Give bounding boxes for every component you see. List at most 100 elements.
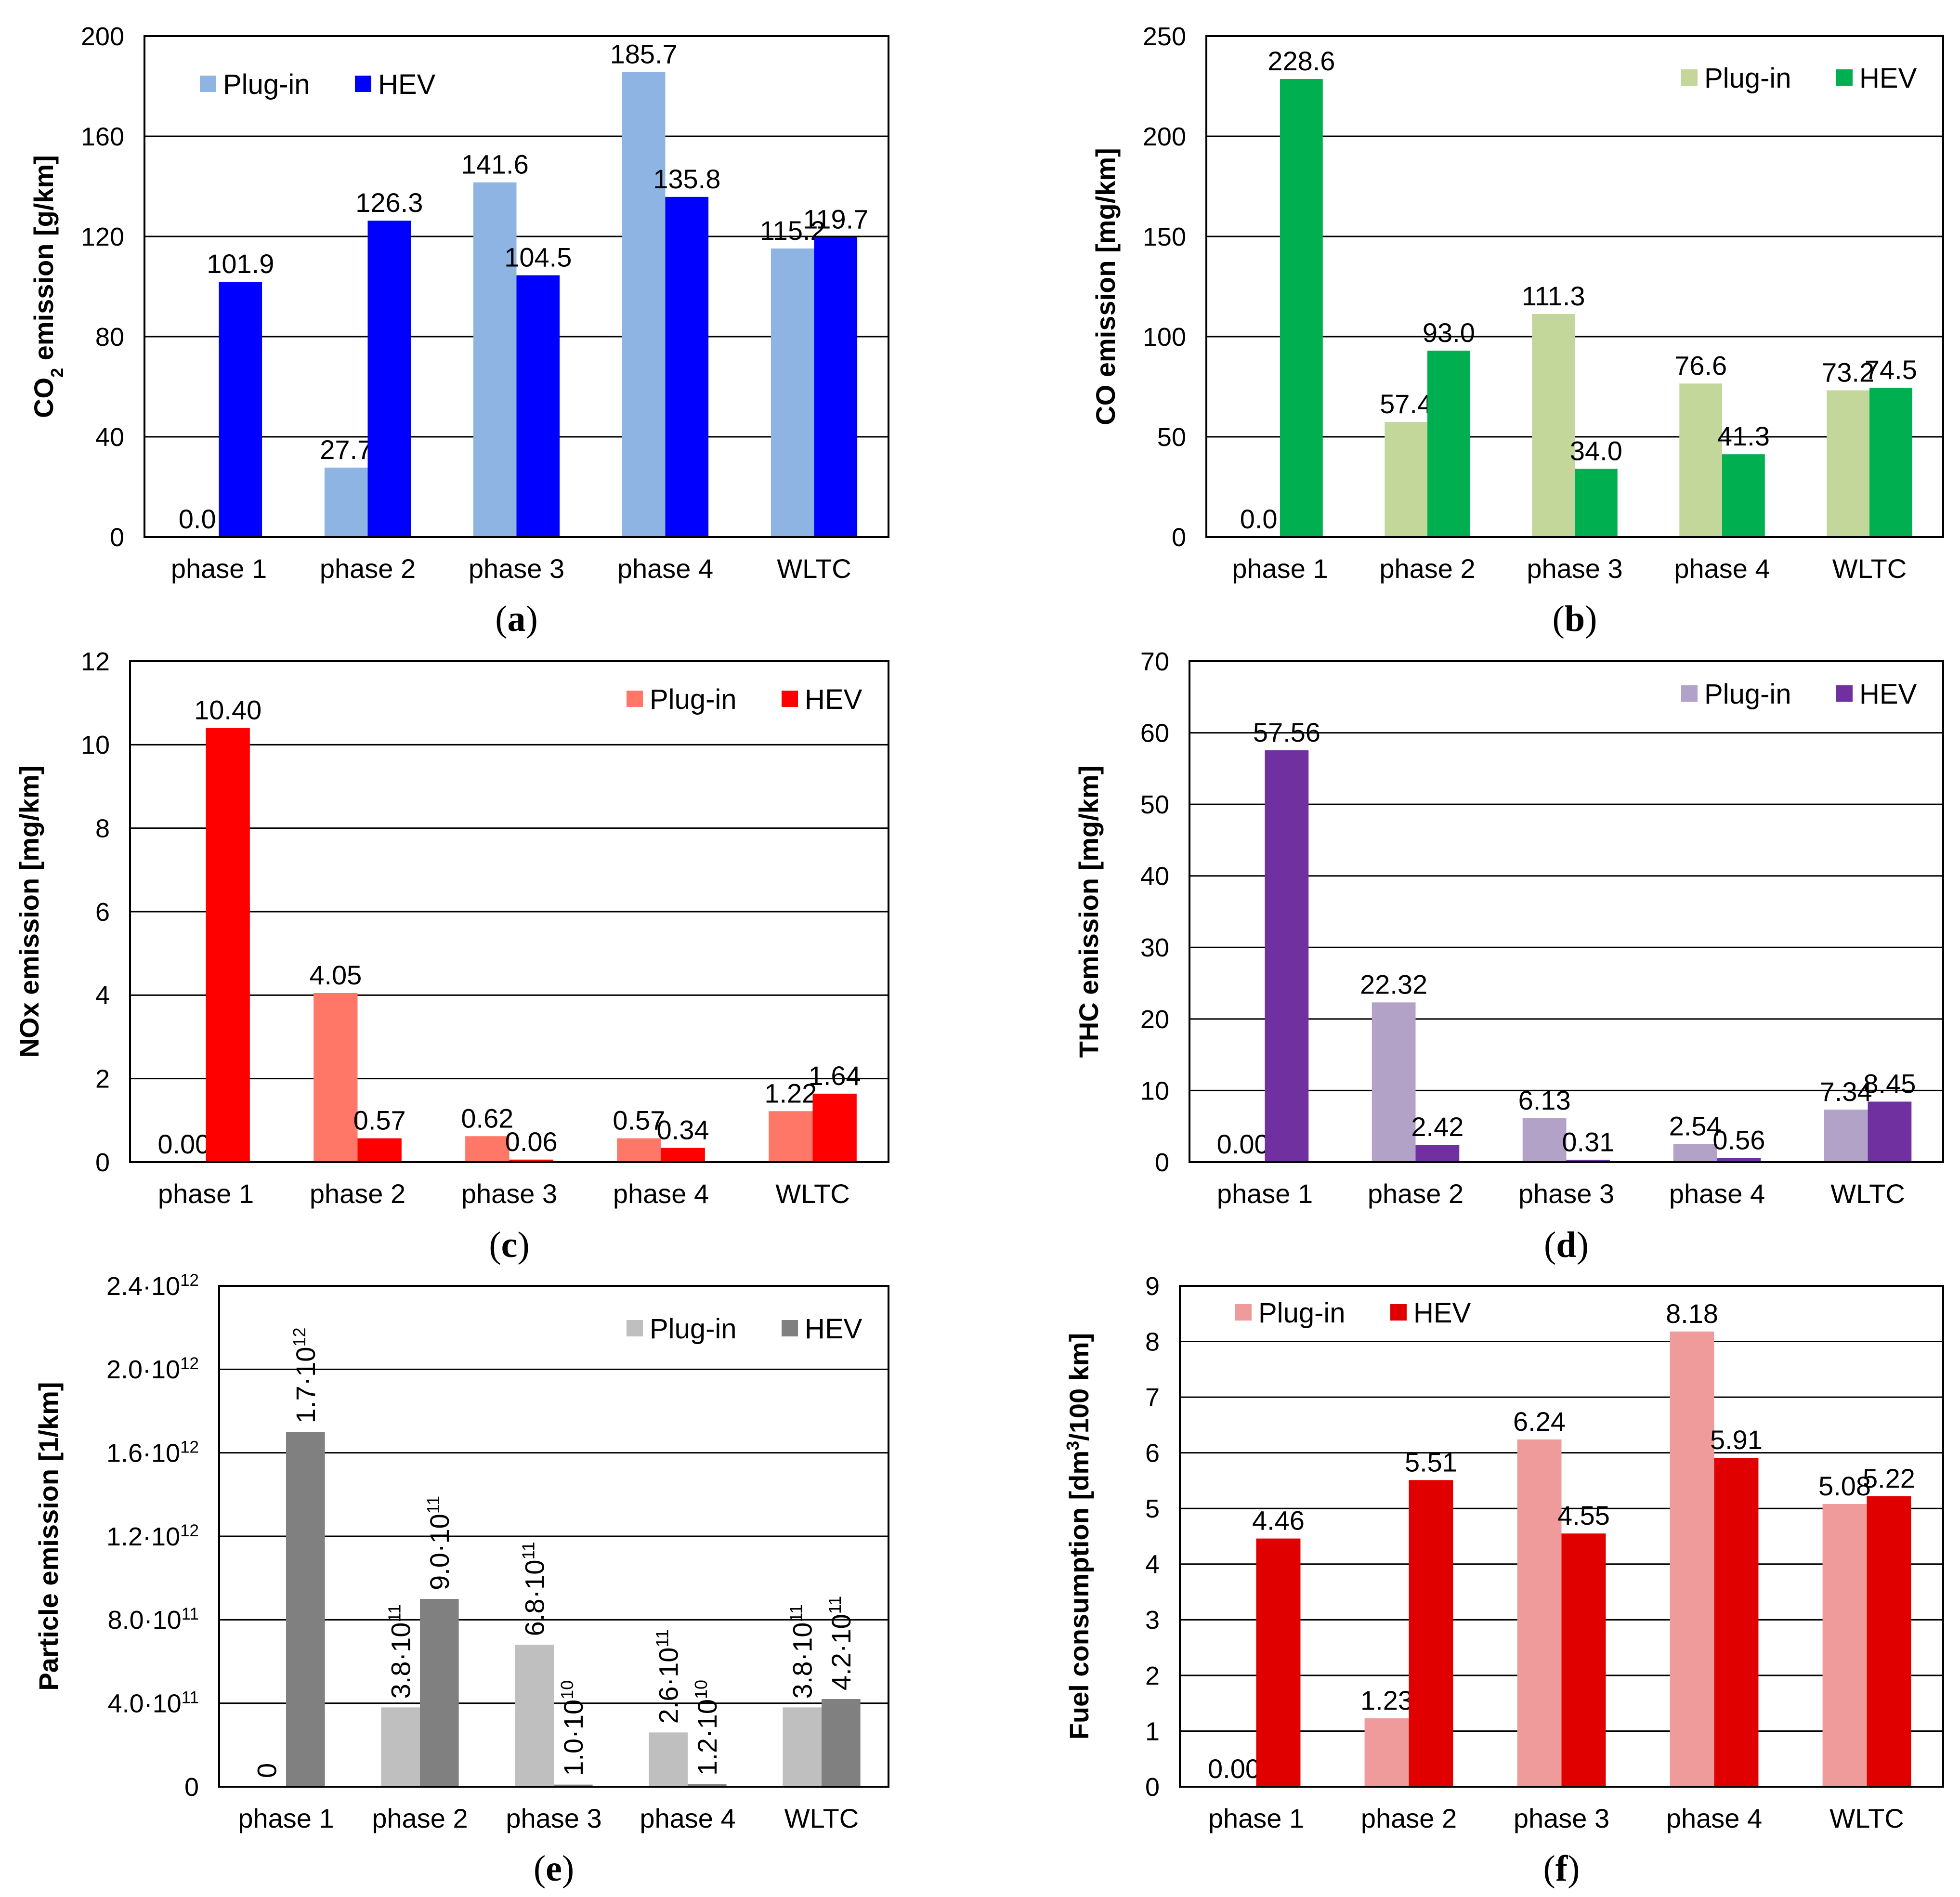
bar-hev-phase-1 xyxy=(219,282,262,537)
y-tick-label: 0 xyxy=(95,1148,110,1177)
x-tick-label: phase 2 xyxy=(310,1178,405,1209)
bar-plug-in-wltc xyxy=(771,248,814,537)
bar-plug-in-phase-4 xyxy=(1673,1144,1717,1162)
chart-d: 0.00 22.32 6.13 2.54 7.34 57.56 2.42 0.31 0.56 8.… xyxy=(1073,647,1944,1265)
data-label: 8.45 xyxy=(1863,1068,1916,1099)
y-tick-label: 8 xyxy=(1145,1327,1160,1356)
data-label: 3.8·1011 xyxy=(786,1604,818,1699)
y-tick-label: 0 xyxy=(184,1773,199,1802)
bar-hev-phase-1 xyxy=(1280,79,1323,537)
bar-hev-wltc xyxy=(822,1699,861,1787)
x-tick-label: phase 2 xyxy=(1361,1803,1457,1833)
y-axis-title: Particle emission [1/km] xyxy=(33,1382,64,1690)
data-label: 5.22 xyxy=(1863,1463,1915,1493)
bar-plug-in-wltc xyxy=(1827,390,1869,537)
x-tick-label: phase 3 xyxy=(1514,1803,1609,1833)
data-label: 135.8 xyxy=(653,164,720,194)
data-label: 4.46 xyxy=(1252,1505,1305,1536)
legend-label: HEV xyxy=(1859,63,1917,94)
data-label: 0 xyxy=(251,1763,282,1778)
data-label: 141.6 xyxy=(461,149,529,180)
y-tick-label: 4 xyxy=(95,981,110,1010)
data-label: 8.18 xyxy=(1666,1298,1718,1329)
y-tick-label: 10 xyxy=(81,731,110,759)
bar-plug-in-phase-2 xyxy=(314,993,358,1162)
y-tick-label: 8.0·1011 xyxy=(108,1605,199,1635)
bar-plug-in-phase-4 xyxy=(649,1732,688,1787)
legend-swatch-hev xyxy=(1836,685,1853,702)
y-tick-label: 0 xyxy=(1155,1148,1169,1177)
data-label: 57.56 xyxy=(1253,717,1320,747)
x-tick-label: WLTC xyxy=(1832,553,1907,584)
data-label: 41.3 xyxy=(1717,421,1770,451)
data-label: 0.56 xyxy=(1712,1125,1765,1155)
chart-c: 0.00 4.05 0.62 0.57 1.22 10.40 0.57 0.06 0.34 1.6… xyxy=(14,647,889,1265)
data-label: 101.9 xyxy=(207,249,274,279)
data-label: 0.06 xyxy=(505,1126,558,1157)
bar-hev-phase-3 xyxy=(1575,469,1618,537)
plot-frame xyxy=(1179,1285,1944,1788)
bar-plug-in-phase-2 xyxy=(1372,1002,1416,1162)
x-tick-label: phase 2 xyxy=(320,553,416,584)
data-label: 2.42 xyxy=(1411,1112,1463,1142)
plot-frame xyxy=(218,1285,889,1788)
legend-label: HEV xyxy=(805,684,862,715)
data-label: 27.7 xyxy=(320,434,372,465)
x-tick-label: phase 1 xyxy=(1232,553,1328,584)
legend-swatch-plug-in xyxy=(1681,69,1698,86)
data-label: 4.05 xyxy=(309,960,362,990)
bar-hev-phase-4 xyxy=(1717,1158,1761,1162)
y-tick-label: 10 xyxy=(1140,1076,1169,1105)
legend-label: Plug-in xyxy=(1258,1297,1346,1329)
legend-swatch-hev xyxy=(1836,69,1853,86)
bar-plug-in-wltc xyxy=(1824,1109,1868,1162)
bar-plug-in-phase-3 xyxy=(473,182,517,537)
panel-caption: (d) xyxy=(1544,1225,1589,1265)
legend: Plug-in HEV xyxy=(1681,679,1917,710)
panel-caption: (c) xyxy=(489,1225,529,1265)
data-label: 4.55 xyxy=(1557,1500,1610,1531)
bar-hev-wltc xyxy=(814,237,858,537)
bar-hev-phase-2 xyxy=(420,1599,459,1787)
legend: Plug-in HEV xyxy=(1235,1297,1471,1329)
plot-frame xyxy=(144,35,889,538)
y-tick-label: 12 xyxy=(81,647,110,676)
x-tick-label: WLTC xyxy=(784,1803,859,1833)
y-axis-title: CO2 emission [g/km] xyxy=(28,155,67,418)
y-tick-label: 6 xyxy=(95,898,110,927)
y-tick-label: 2.4·1012 xyxy=(106,1270,199,1301)
bar-hev-phase-4 xyxy=(665,196,709,537)
legend-label: Plug-in xyxy=(223,69,310,100)
data-label: 0.00 xyxy=(1208,1753,1260,1784)
legend-swatch-plug-in xyxy=(1235,1304,1252,1321)
data-label: 1.7·1012 xyxy=(289,1327,321,1423)
data-label: 1.2·1010 xyxy=(691,1680,722,1776)
data-label: 0.0 xyxy=(179,504,216,534)
data-label: 76.6 xyxy=(1674,350,1727,380)
y-tick-label: 2 xyxy=(1145,1662,1160,1690)
y-tick-label: 0 xyxy=(1172,523,1186,552)
x-tick-label: phase 2 xyxy=(372,1803,468,1833)
y-tick-label: 200 xyxy=(81,22,124,51)
bar-hev-phase-2 xyxy=(1409,1480,1453,1787)
chart-a: 0.027.7141.6185.7115.2101.9126.3104.5135… xyxy=(28,22,889,639)
data-label: 3.8·1011 xyxy=(384,1604,416,1699)
y-tick-label: 70 xyxy=(1140,647,1169,676)
data-label: 2.6·1011 xyxy=(652,1629,684,1724)
data-label: 10.40 xyxy=(194,695,261,725)
data-label: 228.6 xyxy=(1267,46,1335,76)
data-label: 2.54 xyxy=(1669,1111,1722,1141)
y-tick-label: 5 xyxy=(1145,1494,1160,1523)
data-label: 5.08 xyxy=(1818,1471,1871,1501)
y-tick-label: 1 xyxy=(1145,1717,1160,1746)
x-tick-label: phase 2 xyxy=(1379,553,1475,584)
panel-caption: (e) xyxy=(534,1848,574,1889)
x-tick-label: phase 3 xyxy=(1527,553,1622,584)
data-label: 6.24 xyxy=(1513,1406,1566,1437)
plot-frame xyxy=(1205,35,1944,538)
x-tick-label: phase 3 xyxy=(461,1178,557,1209)
bar-hev-phase-2 xyxy=(367,221,411,537)
x-tick-label: WLTC xyxy=(777,553,851,584)
bar-plug-in-phase-4 xyxy=(1670,1331,1714,1787)
bar-hev-phase-1 xyxy=(1265,750,1309,1162)
